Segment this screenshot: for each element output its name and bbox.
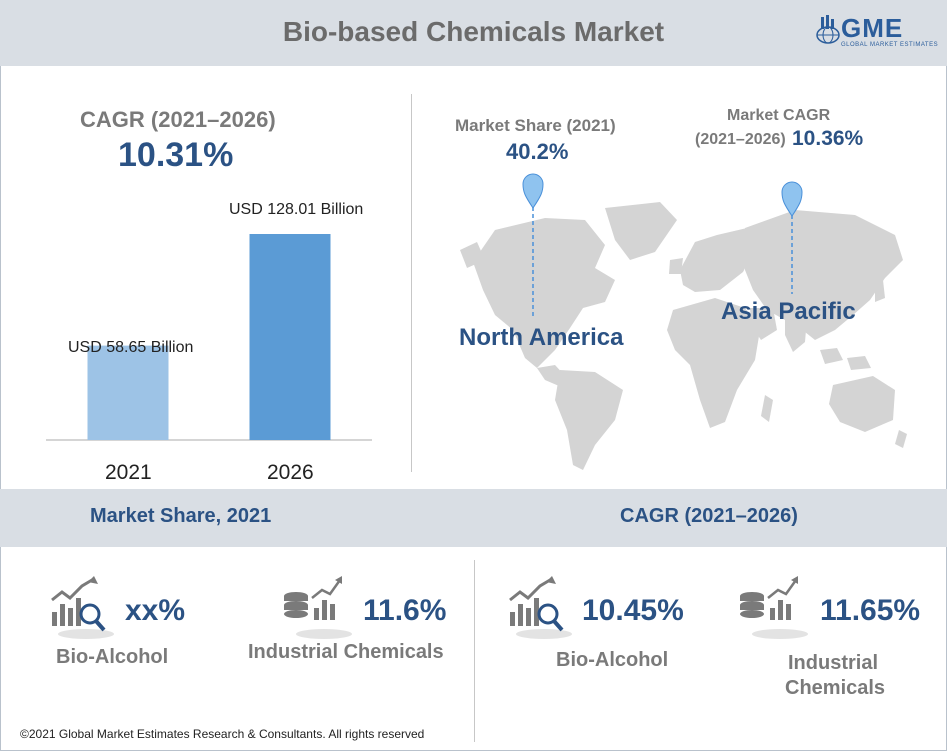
icon-shadow xyxy=(752,629,808,639)
bar-data-label-2026: USD 128.01 Billion xyxy=(229,201,364,218)
cagr-value: 10.31% xyxy=(118,136,234,174)
cagr-label: CAGR (2021–2026) xyxy=(80,107,276,132)
market-cagr-value: 10.36% xyxy=(792,127,864,150)
market-share-label: Market Share (2021) xyxy=(455,116,616,135)
bar-2021 xyxy=(87,345,169,440)
region-north-america: North America xyxy=(459,324,624,351)
icon-shadow xyxy=(296,629,352,639)
gme-logo: GME GLOBAL MARKET ESTIMATES xyxy=(815,13,938,51)
page-title: Bio-based Chemicals Market xyxy=(282,16,665,47)
cagr-bio-alcohol-label: Bio-Alcohol xyxy=(556,649,669,671)
market-cagr-label: Market CAGR xyxy=(727,107,831,124)
market-share-value: 40.2% xyxy=(506,139,569,164)
cagr-industrial-label-line1: Industrial xyxy=(788,652,879,674)
icon-shadow xyxy=(58,629,114,639)
market-share-title: Market Share, 2021 xyxy=(90,505,272,527)
header-band xyxy=(0,0,947,66)
region-asia-pacific: Asia Pacific xyxy=(721,298,856,325)
world-map xyxy=(460,202,907,470)
copyright-footer: ©2021 Global Market Estimates Research &… xyxy=(20,727,425,741)
x-tick-2021: 2021 xyxy=(105,461,152,484)
chart-magnifier-icon xyxy=(51,576,106,632)
cagr-industrial-value: 11.65% xyxy=(820,594,921,627)
map-pin-icon xyxy=(522,173,544,316)
coins-chart-icon xyxy=(284,576,342,620)
map-pin-icon xyxy=(781,181,803,294)
cagr-title: CAGR (2021–2026) xyxy=(620,505,798,527)
market-cagr-period: (2021–2026) xyxy=(695,131,786,148)
bar-2026 xyxy=(249,234,331,440)
globe-icon xyxy=(816,15,840,44)
share-bio-alcohol-value: xx% xyxy=(125,594,186,627)
share-industrial-value: 11.6% xyxy=(363,594,447,627)
bar-chart xyxy=(46,234,372,441)
vertical-divider xyxy=(474,560,475,742)
icon-shadow xyxy=(516,629,572,639)
cagr-industrial-label-line2: Chemicals xyxy=(785,677,886,699)
logo-subtitle: GLOBAL MARKET ESTIMATES xyxy=(841,42,939,48)
share-industrial-label: Industrial Chemicals xyxy=(248,641,444,663)
x-tick-2026: 2026 xyxy=(267,461,314,484)
coins-chart-icon xyxy=(740,576,798,620)
logo-text: GME xyxy=(841,13,904,43)
vertical-divider xyxy=(411,94,412,472)
share-bio-alcohol-label: Bio-Alcohol xyxy=(56,646,169,668)
section-band xyxy=(0,489,947,547)
cagr-bio-alcohol-value: 10.45% xyxy=(582,594,684,627)
chart-magnifier-icon xyxy=(509,576,564,632)
bar-data-label-2021: USD 58.65 Billion xyxy=(68,339,194,356)
